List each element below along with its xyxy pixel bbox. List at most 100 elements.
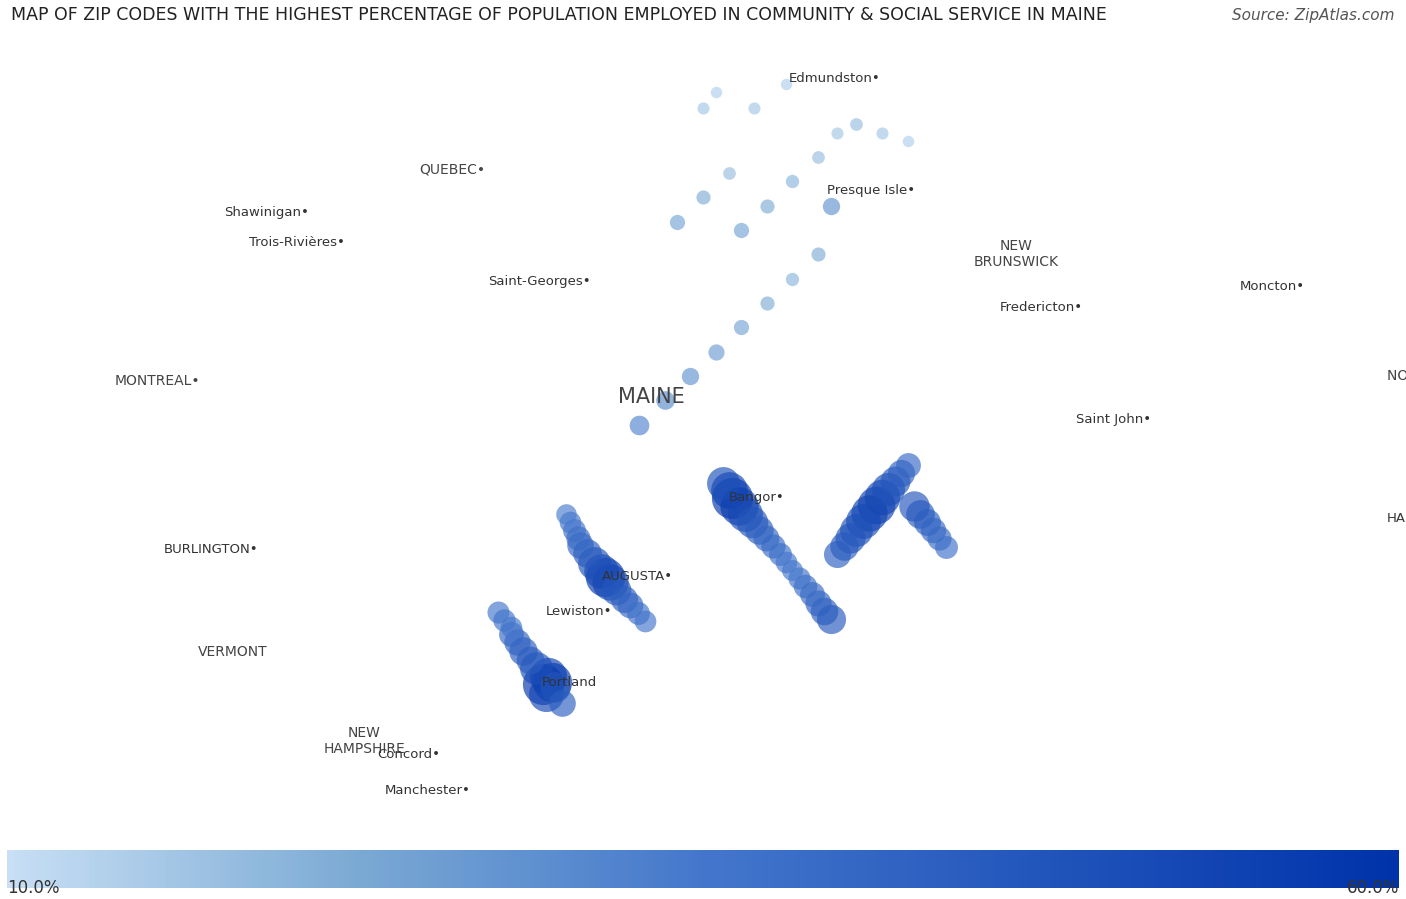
Point <box>499 619 522 634</box>
Text: Portland: Portland <box>541 676 598 689</box>
Text: HALIFAX•: HALIFAX• <box>1386 512 1406 525</box>
Point <box>890 466 912 480</box>
Point <box>613 592 636 606</box>
Point <box>807 247 830 262</box>
Point <box>721 491 744 505</box>
Point <box>825 125 848 139</box>
Point <box>748 523 770 538</box>
Point <box>519 653 541 667</box>
Text: Shawinigan•: Shawinigan• <box>224 206 308 218</box>
Text: NOVA SCO...: NOVA SCO... <box>1386 369 1406 383</box>
Text: Concord•: Concord• <box>377 748 440 761</box>
Point <box>928 531 950 546</box>
Point <box>717 166 740 181</box>
Point <box>494 612 516 627</box>
Point <box>589 564 612 578</box>
Text: Saint-Georges•: Saint-Georges• <box>488 275 591 289</box>
Point <box>555 507 578 521</box>
Point <box>762 539 785 553</box>
Text: NEW
BRUNSWICK: NEW BRUNSWICK <box>973 239 1059 270</box>
Point <box>903 499 925 513</box>
Point <box>727 499 749 513</box>
Point <box>540 674 562 689</box>
Point <box>755 199 778 213</box>
Point <box>512 644 534 658</box>
Text: 10.0%: 10.0% <box>7 879 59 897</box>
Text: VERMONT: VERMONT <box>198 645 267 659</box>
Point <box>845 117 868 131</box>
Point <box>755 530 778 545</box>
Point <box>605 583 627 598</box>
Point <box>870 125 893 139</box>
Point <box>858 506 880 521</box>
Point <box>593 569 616 583</box>
Point <box>852 514 875 529</box>
Point <box>769 547 792 561</box>
Point <box>654 393 676 407</box>
Point <box>755 296 778 310</box>
Point <box>544 680 567 694</box>
Point <box>531 677 554 691</box>
Point <box>820 611 842 626</box>
Text: BURLINGTON•: BURLINGTON• <box>163 543 259 556</box>
Point <box>537 669 560 683</box>
Point <box>704 344 727 359</box>
Point <box>730 223 752 237</box>
Point <box>922 523 945 538</box>
Point <box>575 546 598 560</box>
Point <box>807 149 830 164</box>
Text: Saint John•: Saint John• <box>1076 414 1152 426</box>
Text: Moncton•: Moncton• <box>1240 280 1305 293</box>
Point <box>666 215 689 229</box>
Point <box>619 598 641 612</box>
Text: MAP OF ZIP CODES WITH THE HIGHEST PERCENTAGE OF POPULATION EMPLOYED IN COMMUNITY: MAP OF ZIP CODES WITH THE HIGHEST PERCEN… <box>11 6 1107 24</box>
Point <box>807 595 830 610</box>
Point <box>935 539 957 554</box>
Point <box>782 174 804 189</box>
Point <box>506 636 529 650</box>
Point <box>896 458 918 472</box>
Text: Edmundston•: Edmundston• <box>789 73 880 85</box>
Text: QUEBEC•: QUEBEC• <box>419 163 485 177</box>
Point <box>730 320 752 334</box>
Point <box>599 575 621 590</box>
Point <box>782 271 804 286</box>
Text: Source: ZipAtlas.com: Source: ZipAtlas.com <box>1232 8 1395 22</box>
Text: MAINE: MAINE <box>619 387 685 407</box>
Text: Lewiston•: Lewiston• <box>546 605 612 618</box>
Point <box>524 661 547 675</box>
Point <box>713 476 735 491</box>
Point <box>704 85 727 99</box>
Point <box>551 696 574 710</box>
Point <box>692 101 714 115</box>
Point <box>567 531 589 546</box>
Point <box>800 587 823 601</box>
Point <box>877 482 900 496</box>
Text: Trois-Rivières•: Trois-Rivières• <box>249 236 344 249</box>
Point <box>627 606 650 620</box>
Text: Presque Isle•: Presque Isle• <box>827 184 915 198</box>
Point <box>536 687 558 701</box>
Point <box>832 539 855 553</box>
Text: AUGUSTA•: AUGUSTA• <box>602 570 673 583</box>
Point <box>825 547 848 561</box>
Point <box>910 507 932 521</box>
Point <box>692 191 714 205</box>
Point <box>896 133 918 147</box>
Point <box>628 418 651 432</box>
Point <box>820 199 842 213</box>
Point <box>845 522 868 537</box>
Point <box>734 507 756 521</box>
Point <box>782 563 804 577</box>
Point <box>742 101 765 115</box>
Text: Bangor•: Bangor• <box>728 492 785 504</box>
Text: NEW
HAMPSHIRE: NEW HAMPSHIRE <box>323 726 405 756</box>
Point <box>839 530 862 545</box>
Point <box>679 369 702 383</box>
Point <box>717 483 740 497</box>
Point <box>775 555 797 569</box>
Point <box>569 538 592 552</box>
Point <box>486 604 509 619</box>
Text: Manchester•: Manchester• <box>385 784 471 797</box>
Point <box>634 614 657 628</box>
